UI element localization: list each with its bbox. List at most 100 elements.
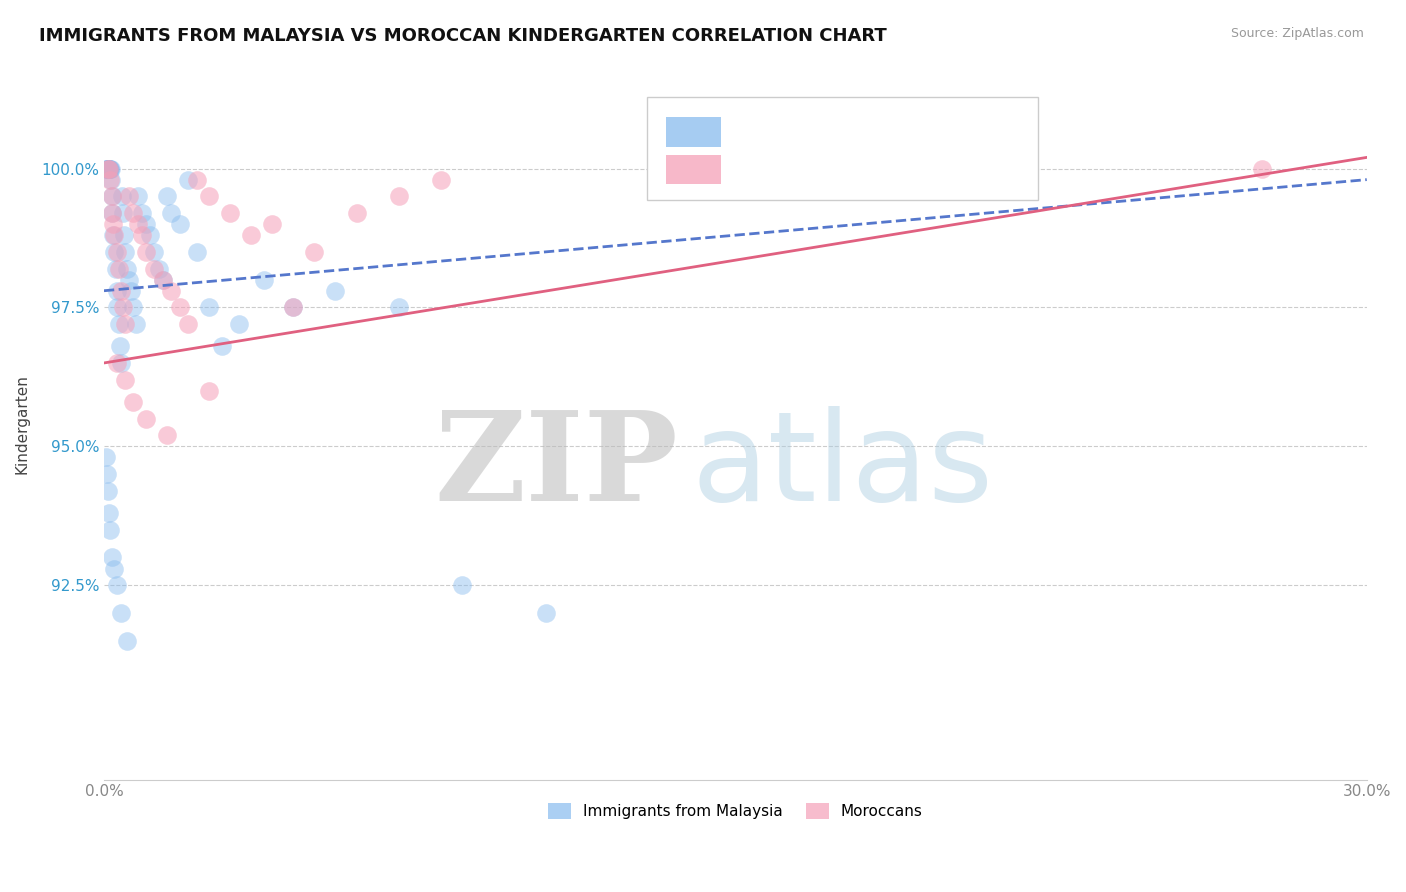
Point (283, 301, 305, 315)
Point (534, 606, 557, 620)
Point (98, 161, 121, 176)
Y-axis label: Kindergarten: Kindergarten (15, 374, 30, 474)
Point (110, 356, 132, 370)
Text: R = 0.558: R = 0.558 (731, 158, 815, 176)
Point (110, 606, 132, 620)
Point (304, 244, 326, 259)
Point (101, 550, 124, 565)
Point (169, 217, 191, 231)
Point (135, 411, 157, 425)
Point (135, 217, 157, 231)
Point (120, 284, 142, 298)
Point (177, 317, 200, 331)
Point (98, 161, 121, 176)
Point (262, 217, 284, 231)
Point (111, 189, 134, 203)
Point (122, 301, 145, 315)
Point (108, 339, 131, 353)
Point (186, 244, 208, 259)
Point (100, 172, 122, 186)
Point (100, 189, 122, 203)
Text: IMMIGRANTS FROM MALAYSIA VS MOROCCAN KINDERGARTEN CORRELATION CHART: IMMIGRANTS FROM MALAYSIA VS MOROCCAN KIN… (39, 27, 887, 45)
Point (105, 284, 128, 298)
Text: R = 0.103: R = 0.103 (731, 120, 815, 138)
Point (160, 206, 183, 220)
Point (103, 228, 125, 243)
Point (127, 189, 149, 203)
Point (131, 206, 153, 220)
Text: ZIP: ZIP (434, 406, 679, 527)
Point (186, 172, 208, 186)
Point (122, 394, 145, 409)
Point (156, 189, 179, 203)
Point (198, 189, 221, 203)
Point (103, 244, 125, 259)
Point (97, 161, 120, 176)
Point (143, 261, 166, 276)
Point (228, 317, 250, 331)
Point (131, 228, 153, 243)
Point (103, 561, 125, 575)
Text: atlas: atlas (692, 406, 993, 527)
Point (139, 228, 162, 243)
Point (198, 301, 221, 315)
Point (114, 373, 136, 387)
Legend: Immigrants from Malaysia, Moroccans: Immigrants from Malaysia, Moroccans (541, 797, 929, 825)
Point (100, 189, 122, 203)
Point (127, 217, 149, 231)
Point (98, 172, 121, 186)
Point (97, 483, 120, 498)
FancyBboxPatch shape (647, 97, 1039, 200)
Point (122, 206, 145, 220)
FancyBboxPatch shape (666, 117, 721, 147)
Point (429, 172, 451, 186)
FancyBboxPatch shape (666, 154, 721, 185)
Point (97, 161, 120, 176)
Point (101, 206, 124, 220)
Point (107, 301, 129, 315)
Point (105, 578, 128, 592)
Point (105, 244, 128, 259)
Point (198, 384, 221, 398)
Point (143, 244, 166, 259)
Point (114, 317, 136, 331)
Point (94, 161, 117, 176)
Point (104, 261, 127, 276)
Point (97, 161, 120, 176)
Point (388, 189, 411, 203)
Point (160, 284, 183, 298)
Point (96, 161, 118, 176)
Point (105, 356, 128, 370)
Point (112, 228, 135, 243)
Text: N = 39: N = 39 (905, 158, 969, 176)
Point (135, 244, 157, 259)
Point (103, 217, 125, 231)
Point (1250, 161, 1272, 176)
Point (114, 244, 136, 259)
Point (107, 261, 129, 276)
Point (97, 161, 120, 176)
Text: Source: ZipAtlas.com: Source: ZipAtlas.com (1230, 27, 1364, 40)
Point (325, 284, 347, 298)
Point (111, 301, 134, 315)
Point (118, 189, 141, 203)
Point (97, 161, 120, 176)
Point (450, 578, 472, 592)
Point (107, 317, 129, 331)
Point (98, 161, 121, 176)
Point (98, 506, 121, 520)
Point (219, 206, 242, 220)
Point (115, 633, 138, 648)
Point (98, 161, 121, 176)
Point (148, 261, 170, 276)
Point (283, 301, 305, 315)
Point (124, 317, 146, 331)
Point (96, 161, 118, 176)
Point (177, 172, 200, 186)
Point (169, 301, 191, 315)
Text: N = 63: N = 63 (905, 120, 969, 138)
Point (253, 272, 276, 286)
Point (110, 284, 132, 298)
Point (98, 161, 121, 176)
Point (96, 467, 118, 481)
